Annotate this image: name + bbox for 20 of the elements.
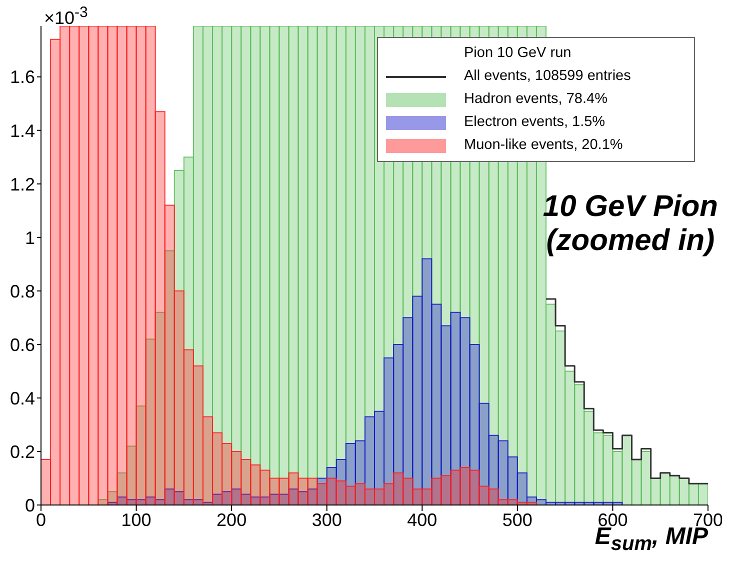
y-axis-title: ×10$^{-3}$ [44, 4, 88, 28]
y-tick-label: 1.4 [10, 120, 35, 141]
y-tick-label: 1.2 [10, 174, 35, 194]
x-tick-label: 200 [216, 510, 247, 530]
legend-title: Pion 10 GeV run [464, 45, 572, 61]
y-tick-label: 0 [24, 495, 35, 516]
y-tick-label: 1.6 [10, 67, 35, 88]
y-tick-label: 0.6 [10, 334, 35, 355]
y-tick-label: 0.4 [10, 388, 35, 408]
y-tick-label: 1 [24, 228, 35, 248]
legend-label: All events, 108599 entries [464, 68, 631, 84]
x-tick-label: 100 [121, 510, 152, 530]
x-tick-label: 500 [502, 510, 532, 530]
y-tick-label: 0.8 [10, 281, 35, 302]
x-tick-label: 400 [407, 510, 438, 530]
legend-label: Electron events, 1.5% [464, 114, 606, 130]
x-tick-label: 300 [312, 510, 342, 530]
y-tick-label: 0.2 [10, 442, 35, 462]
legend-label: Hadron events, 78.4% [464, 91, 608, 107]
legend-label: Muon-like events, 20.1% [464, 137, 623, 153]
